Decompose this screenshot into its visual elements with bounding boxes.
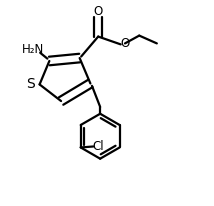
Text: Cl: Cl — [92, 140, 104, 153]
Text: O: O — [94, 5, 103, 18]
Text: H₂N: H₂N — [22, 43, 44, 56]
Text: O: O — [120, 37, 130, 50]
Text: S: S — [26, 77, 35, 91]
